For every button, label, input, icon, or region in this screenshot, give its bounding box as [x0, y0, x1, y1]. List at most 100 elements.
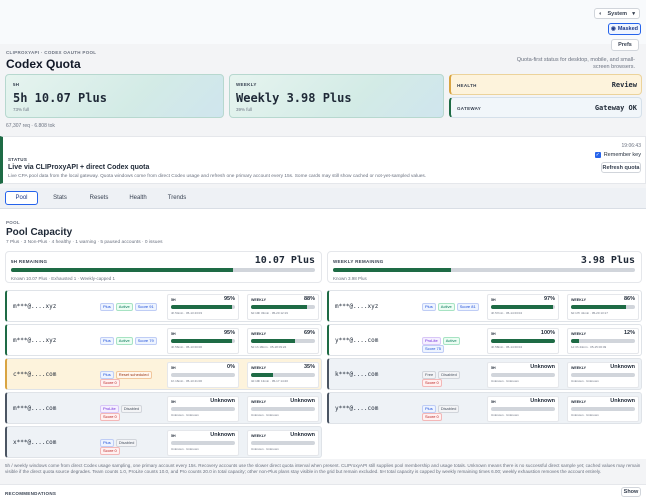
account-card[interactable]: y***@....com ProLite ActiveScore 75 5H 10… — [327, 324, 642, 356]
account-badge: Active — [437, 303, 455, 311]
pool-title: Pool Capacity — [6, 227, 73, 238]
window-5h-value: 100% — [540, 330, 555, 336]
window-weekly-meta: 3d 19h 13min · 05-17 14:20 — [251, 379, 288, 383]
summary-footnote: 67,307 req · 6.808 tok — [6, 123, 55, 129]
account-badge: Plus — [100, 303, 114, 311]
theme-icon: ◐ — [599, 10, 603, 17]
account-badges: Plus DisabledScore 0 — [100, 439, 160, 455]
window-weekly-value: Unknown — [610, 364, 635, 370]
window-5h: 5H Unknown Unknown · Unknown — [167, 430, 239, 456]
window-weekly-bar — [571, 305, 635, 309]
tab-health[interactable]: Health — [129, 195, 147, 201]
window-5h-value: Unknown — [210, 398, 235, 404]
window-5h-bar — [171, 305, 235, 309]
account-badge: Plus — [100, 337, 114, 345]
account-card[interactable]: m***@....xyz Plus Active Score 79 5H 95% 4… — [5, 324, 322, 356]
account-card[interactable]: m***@....xyz Plus Active Score 81 5H 97% 4… — [327, 290, 642, 322]
window-5h-bar — [491, 339, 555, 343]
window-weekly-bar — [251, 305, 315, 309]
remember-checkbox[interactable]: ✓ — [594, 152, 601, 158]
account-card[interactable]: x***@....com Plus DisabledScore 0 5H Unkn… — [5, 426, 322, 458]
account-badge: Disabled — [438, 371, 460, 379]
window-weekly-value: Unknown — [290, 398, 315, 404]
window-weekly-bar — [251, 339, 315, 343]
recommendations-show-button[interactable]: Show — [621, 487, 641, 497]
account-card[interactable]: k***@....com Free DisabledScore 0 5H Unkn… — [327, 358, 642, 390]
summary-5h-value: 5h 10.07 Plus — [13, 91, 107, 105]
theme-select[interactable]: ◐ System ▾ — [594, 8, 640, 19]
window-weekly-meta: 1d 3h 44min · 05-15 00:49 — [571, 345, 607, 349]
window-weekly: WEEKLY Unknown Unknown · Unknown — [567, 396, 639, 422]
tab-resets[interactable]: Resets — [89, 195, 109, 201]
window-weekly: WEEKLY Unknown Unknown · Unknown — [567, 362, 639, 388]
account-badge: Disabled — [120, 405, 143, 413]
account-badge: Score 0 — [100, 379, 120, 387]
window-5h-meta: 4h 57min · 05-14 03:04 — [491, 311, 523, 315]
window-weekly-label: WEEKLY — [251, 400, 267, 404]
refresh-quota-button[interactable]: Refresh quota — [601, 162, 641, 173]
pool-weekly-value: 3.98 Plus — [580, 255, 635, 266]
account-badges: Plus Active Score 79 — [100, 337, 160, 345]
account-name: y***@....com — [335, 404, 379, 412]
status-desc: Live CPA pool data from the local gatewa… — [8, 174, 427, 179]
health-value: Review — [611, 81, 637, 89]
window-weekly-value: 69% — [303, 330, 315, 336]
window-weekly-label: WEEKLY — [251, 298, 267, 302]
window-weekly-meta: Unknown · Unknown — [251, 413, 279, 417]
account-badge: Active — [115, 303, 133, 311]
window-5h-value: Unknown — [530, 364, 555, 370]
window-5h: 5H Unknown Unknown · Unknown — [487, 362, 559, 388]
tagline: Quota-first status for desktop, mobile, … — [516, 57, 635, 70]
pool-5h-value: 10.07 Plus — [254, 255, 315, 266]
summary-health-card: HEALTH Review — [449, 74, 642, 95]
window-weekly-bar — [251, 407, 315, 411]
window-weekly-meta: 6d 19h 33min · 05-20 12:19 — [251, 311, 288, 315]
window-5h-label: 5H — [491, 332, 496, 336]
account-card[interactable]: y***@....com Plus DisabledScore 0 5H Unkn… — [327, 392, 642, 424]
account-badge: Reset scheduled — [115, 371, 152, 379]
tab-stats[interactable]: Stats — [53, 195, 67, 201]
remember-key[interactable]: ✓ Remember key — [594, 152, 641, 158]
window-5h-value: Unknown — [210, 432, 235, 438]
window-5h-value: 95% — [223, 296, 235, 302]
account-badge: Plus — [422, 405, 436, 413]
account-name: m***@....xyz — [13, 302, 57, 310]
window-weekly-meta: Unknown · Unknown — [571, 413, 599, 417]
window-weekly: WEEKLY Unknown Unknown · Unknown — [247, 430, 319, 456]
window-5h: 5H 100% 4h 58min · 05-14 00:04 — [487, 328, 559, 354]
window-weekly-label: WEEKLY — [251, 434, 267, 438]
account-name: y***@....com — [335, 336, 379, 344]
account-badge: Active — [442, 337, 460, 345]
window-weekly: WEEKLY 69% 5d 1h 18min · 05-18 09:24 — [247, 328, 319, 354]
window-weekly-value: Unknown — [290, 432, 315, 438]
account-card[interactable]: m***@....com ProLite DisabledScore 0 5H U… — [5, 392, 322, 424]
window-5h-bar — [171, 407, 235, 411]
window-weekly: WEEKLY 35% 3d 19h 13min · 05-17 14:20 — [247, 362, 319, 388]
window-weekly: WEEKLY Unknown Unknown · Unknown — [247, 396, 319, 422]
window-weekly-value: 86% — [623, 296, 635, 302]
window-5h-bar — [171, 441, 235, 445]
account-badge: Plus — [422, 303, 436, 311]
account-badge: Score 0 — [422, 379, 442, 387]
tab-trends[interactable]: Trends — [167, 195, 187, 201]
window-weekly-label: WEEKLY — [571, 332, 587, 336]
account-badge: Free — [422, 371, 437, 379]
window-5h-meta: Unknown · Unknown — [491, 413, 519, 417]
tab-pool[interactable]: Pool — [5, 191, 38, 205]
status-panel: 19:06:43 STATUS Live via CLIProxyAPI + d… — [0, 136, 646, 184]
account-badges: Plus Active Score 91 — [100, 303, 160, 311]
summary-weekly-card: WEEKLY Weekly 3.98 Plus 39% full — [229, 74, 444, 118]
summary-5h-card: 5H 5h 10.07 Plus 73% full — [5, 74, 224, 118]
account-badges: Plus Reset scheduledScore 0 — [100, 371, 160, 387]
account-card[interactable]: c***@....com Plus Reset scheduledScore 0 … — [5, 358, 322, 390]
account-badges: Plus Active Score 81 — [422, 303, 482, 311]
window-5h-value: 97% — [543, 296, 555, 302]
masked-toggle[interactable]: ◉ Masked — [608, 23, 641, 35]
account-badge: ProLite — [100, 405, 119, 413]
account-card[interactable]: m***@....xyz Plus Active Score 91 5H 95% 4… — [5, 290, 322, 322]
account-badges: ProLite DisabledScore 0 — [100, 405, 160, 421]
window-5h-meta: 4h 54min · 05-13 23:03 — [171, 311, 203, 315]
prefs-button[interactable]: Prefs — [611, 39, 639, 51]
window-5h-label: 5H — [171, 434, 176, 438]
account-name: m***@....xyz — [13, 336, 57, 344]
